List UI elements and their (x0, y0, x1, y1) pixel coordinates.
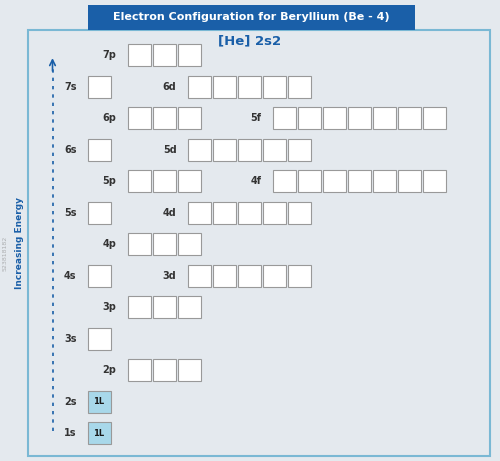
Bar (88, 391, 110, 413)
Bar (128, 296, 150, 319)
Bar (262, 265, 285, 287)
Text: 2s: 2s (64, 397, 76, 407)
Bar (398, 170, 420, 192)
Bar (128, 170, 150, 192)
Text: 3p: 3p (102, 302, 117, 313)
Bar (238, 139, 260, 161)
Bar (322, 107, 345, 130)
Text: 1L: 1L (94, 429, 104, 438)
Bar (262, 76, 285, 98)
Text: 7s: 7s (64, 82, 76, 92)
Bar (262, 139, 285, 161)
Bar (152, 296, 176, 319)
Bar (188, 139, 210, 161)
Bar (152, 107, 176, 130)
Text: 5s: 5s (64, 208, 76, 218)
Text: 4s: 4s (64, 271, 76, 281)
Bar (188, 202, 210, 224)
Text: 5p: 5p (102, 176, 117, 186)
Bar (88, 265, 110, 287)
Text: 523818182: 523818182 (2, 236, 7, 271)
Bar (178, 359, 201, 381)
Bar (212, 265, 236, 287)
Text: 5d: 5d (163, 145, 176, 155)
Bar (128, 359, 150, 381)
Bar (178, 44, 201, 66)
Bar (288, 139, 310, 161)
Text: 3s: 3s (64, 334, 76, 344)
Bar (188, 76, 210, 98)
Text: 4f: 4f (250, 176, 262, 186)
Bar (272, 107, 295, 130)
Text: Electron Configuration for Beryllium (Be - 4): Electron Configuration for Beryllium (Be… (113, 12, 390, 22)
Bar (422, 170, 446, 192)
Text: 3d: 3d (163, 271, 176, 281)
Bar (128, 107, 150, 130)
Text: 6d: 6d (163, 82, 176, 92)
Text: 4d: 4d (163, 208, 176, 218)
Bar (128, 233, 150, 255)
Bar (398, 107, 420, 130)
Bar (88, 422, 110, 444)
Bar (178, 233, 201, 255)
Text: 4p: 4p (102, 239, 117, 249)
Bar (348, 170, 370, 192)
Bar (272, 170, 295, 192)
Bar (288, 76, 310, 98)
Bar (212, 202, 236, 224)
Bar (152, 359, 176, 381)
Bar (298, 107, 320, 130)
Bar (348, 107, 370, 130)
Bar (288, 202, 310, 224)
Bar (178, 170, 201, 192)
Text: Increasing Energy: Increasing Energy (16, 197, 24, 289)
Bar (152, 44, 176, 66)
Bar (372, 107, 396, 130)
Text: 7p: 7p (102, 50, 117, 60)
Bar (262, 202, 285, 224)
Text: 5f: 5f (250, 113, 262, 124)
Bar (288, 265, 310, 287)
Bar (298, 170, 320, 192)
Bar (152, 170, 176, 192)
Bar (422, 107, 446, 130)
Bar (178, 296, 201, 319)
Text: [He] 2s2: [He] 2s2 (218, 34, 282, 47)
Bar (128, 44, 150, 66)
Bar (88, 328, 110, 350)
Bar (212, 76, 236, 98)
Bar (372, 170, 396, 192)
Text: 6s: 6s (64, 145, 76, 155)
Bar (188, 265, 210, 287)
Bar (238, 202, 260, 224)
Text: 2p: 2p (102, 365, 117, 375)
Text: 1L: 1L (94, 397, 104, 406)
Bar (88, 202, 110, 224)
Bar (238, 265, 260, 287)
Bar (178, 107, 201, 130)
Bar (88, 139, 110, 161)
Bar (152, 233, 176, 255)
Bar (322, 170, 345, 192)
Bar (212, 139, 236, 161)
Bar (238, 76, 260, 98)
Bar (88, 5, 415, 30)
Text: 1s: 1s (64, 428, 76, 438)
Bar (88, 76, 110, 98)
Text: 6p: 6p (102, 113, 117, 124)
